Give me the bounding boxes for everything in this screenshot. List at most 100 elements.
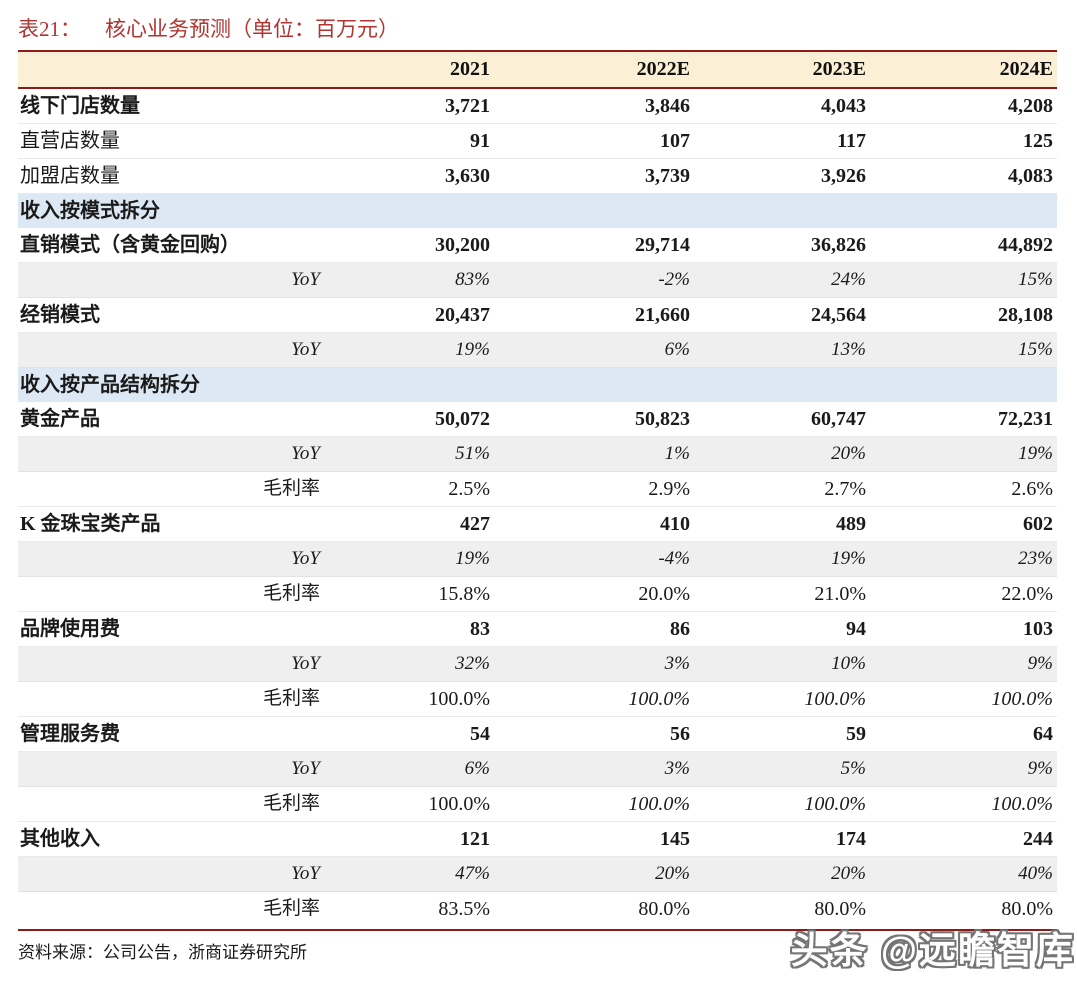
row-label: 毛利率 [262, 478, 320, 499]
cell-value: 54 [470, 723, 490, 745]
cell-value: 32% [455, 653, 490, 674]
table-row: 经销模式 20,437 21,660 24,564 28,108 [18, 297, 1057, 333]
cell-value: 24,564 [811, 304, 866, 326]
cell-value: 9% [1027, 758, 1053, 779]
cell-value: 100.0% [428, 688, 490, 710]
column-header-2021: 2021 [328, 50, 494, 89]
cell-value: 3,739 [645, 165, 690, 187]
table-title: 表21： 核心业务预测（单位：百万元） [18, 13, 399, 43]
cell-value: 80.0% [638, 898, 690, 920]
cell-value: 15% [1018, 269, 1053, 290]
cell-value: 19% [455, 548, 490, 569]
cell-value: 21,660 [635, 304, 690, 326]
cell-value: 3% [664, 758, 690, 779]
table-row: K 金珠宝类产品 427 410 489 602 [18, 506, 1057, 542]
cell-value: 64 [1033, 723, 1053, 745]
cell-value: 19% [831, 548, 866, 569]
table-row: 管理服务费 54 56 59 64 [18, 716, 1057, 752]
cell-value: 72,231 [998, 408, 1053, 430]
cell-value: 19% [1018, 443, 1053, 464]
cell-value: 44,892 [998, 234, 1053, 256]
cell-value: 5% [840, 758, 866, 779]
cell-value: 15.8% [438, 583, 490, 605]
cell-value: 100.0% [804, 688, 866, 710]
table-row: 直营店数量 91 107 117 125 [18, 123, 1057, 159]
cell-value: 15% [1018, 339, 1053, 360]
cell-value: 50,072 [435, 408, 490, 430]
row-label: 经销模式 [20, 304, 100, 326]
table-row: 品牌使用费 83 86 94 103 [18, 611, 1057, 647]
cell-value: 83% [455, 269, 490, 290]
table-row: 线下门店数量 3,721 3,846 4,043 4,208 [18, 88, 1057, 124]
cell-value: 13% [831, 339, 866, 360]
column-header-2023E: 2023E [694, 50, 870, 89]
cell-value: 602 [1023, 513, 1053, 535]
column-header-2022E: 2022E [494, 50, 694, 89]
cell-value: 100.0% [428, 793, 490, 815]
header-row: 2021 2022E 2023E 2024E [18, 50, 1057, 89]
cell-value: 20,437 [435, 304, 490, 326]
cell-value: 4,043 [821, 95, 866, 117]
cell-value: 3% [664, 653, 690, 674]
table-row: 毛利率 100.0% 100.0% 100.0% 100.0% [18, 681, 1057, 717]
cell-value: 3,721 [445, 95, 490, 117]
cell-value: 489 [836, 513, 866, 535]
cell-value: 410 [660, 513, 690, 535]
cell-value: 6% [664, 339, 690, 360]
cell-value: 174 [836, 828, 866, 850]
cell-value: 100.0% [991, 688, 1053, 710]
cell-value: 20% [655, 863, 690, 884]
cell-value: 10% [831, 653, 866, 674]
cell-value: 28,108 [998, 304, 1053, 326]
row-label: 毛利率 [262, 793, 320, 814]
cell-value: 94 [846, 618, 866, 640]
table-row: YoY 32% 3% 10% 9% [18, 646, 1057, 682]
cell-value: 100.0% [628, 793, 690, 815]
cell-value: 1% [664, 443, 690, 464]
row-label: YoY [291, 758, 320, 779]
row-label: 线下门店数量 [20, 95, 140, 117]
table-row: 毛利率 2.5% 2.9% 2.7% 2.6% [18, 471, 1057, 507]
table-row: YoY 6% 3% 5% 9% [18, 751, 1057, 787]
cell-value: 56 [670, 723, 690, 745]
cell-value: 107 [660, 130, 690, 152]
source-note: 资料来源：公司公告，浙商证券研究所 [18, 943, 307, 962]
cell-value: 59 [846, 723, 866, 745]
table-body: 线下门店数量 3,721 3,846 4,043 4,208 直营店数量 91 107 117 1… [18, 88, 1057, 926]
table-row: YoY 47% 20% 20% 40% [18, 856, 1057, 892]
row-label: 品牌使用费 [20, 618, 120, 640]
cell-value: 29,714 [635, 234, 690, 256]
cell-value: 125 [1023, 130, 1053, 152]
cell-value: 20% [831, 443, 866, 464]
table-row: YoY 51% 1% 20% 19% [18, 436, 1057, 472]
cell-value: 30,200 [435, 234, 490, 256]
cell-value: 21.0% [814, 583, 866, 605]
cell-value: 100.0% [991, 793, 1053, 815]
cell-value: 100.0% [628, 688, 690, 710]
row-label: YoY [291, 863, 320, 884]
table-row: YoY 83% -2% 24% 15% [18, 262, 1057, 298]
row-label: 直营店数量 [20, 130, 120, 152]
cell-value: 2.6% [1011, 478, 1053, 500]
cell-value: 40% [1018, 863, 1053, 884]
cell-value: 47% [455, 863, 490, 884]
table-row: 其他收入 121 145 174 244 [18, 821, 1057, 857]
section-label: 收入按产品结构拆分 [20, 374, 200, 396]
table-row: 直销模式（含黄金回购） 30,200 29,714 36,826 44,892 [18, 228, 1057, 263]
row-label: 毛利率 [262, 898, 320, 919]
table-row: 加盟店数量 3,630 3,739 3,926 4,083 [18, 158, 1057, 194]
cell-value: 80.0% [1001, 898, 1053, 920]
table-row: 黄金产品 50,072 50,823 60,747 72,231 [18, 402, 1057, 437]
cell-value: 22.0% [1001, 583, 1053, 605]
section-row: 收入按模式拆分 [18, 193, 1057, 228]
cell-value: 3,846 [645, 95, 690, 117]
cell-value: 3,926 [821, 165, 866, 187]
table-header: 2021 2022E 2023E 2024E [18, 50, 1057, 89]
cell-value: 244 [1023, 828, 1053, 850]
row-label: 直销模式（含黄金回购） [20, 234, 240, 256]
cell-value: 6% [464, 758, 490, 779]
cell-value: 60,747 [811, 408, 866, 430]
cell-value: 19% [455, 339, 490, 360]
section-label: 收入按模式拆分 [20, 200, 160, 222]
bottom-rule [18, 929, 1057, 931]
